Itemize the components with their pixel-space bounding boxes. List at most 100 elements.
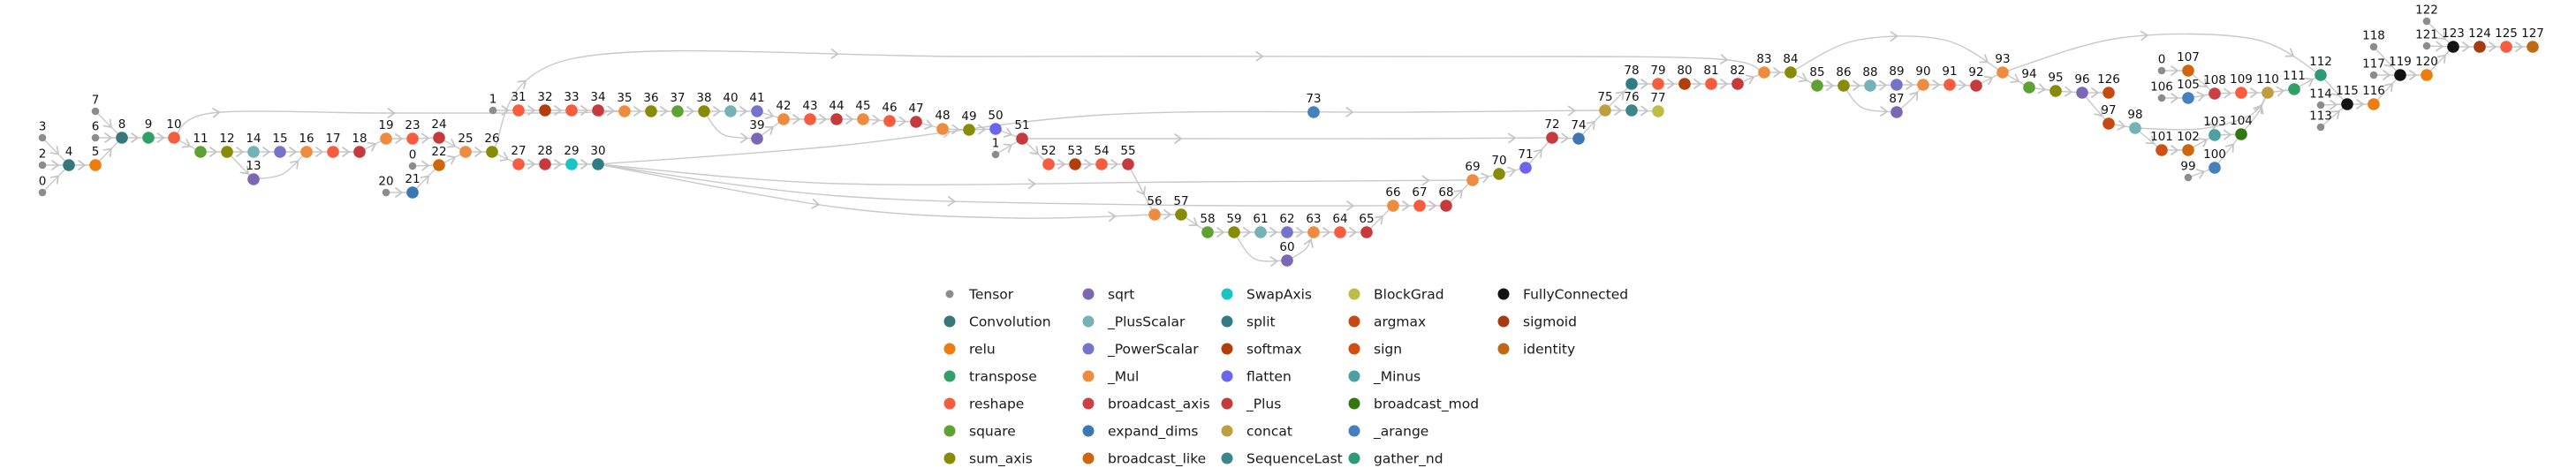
edge-arrowhead [1508, 132, 1516, 144]
edge-arrowhead [102, 147, 112, 157]
edge-arrowhead [871, 114, 880, 125]
node-label: 40 [723, 91, 738, 105]
graph-node-95 [2049, 85, 2062, 97]
legend-swatch-split [1221, 315, 1233, 328]
edge-arrowhead [1349, 227, 1357, 238]
graph-node-76 [1625, 104, 1638, 117]
graph-node-2 [38, 161, 47, 170]
graph-node-91 [1943, 79, 1956, 91]
edge-arrowhead [1798, 72, 1807, 83]
node-label: 34 [590, 90, 605, 104]
node-label: 82 [1730, 64, 1745, 78]
legend-item-sigmoid: sigmoid [1523, 314, 1577, 330]
legend-swatch-_Plus [1221, 397, 1233, 410]
node-label: 48 [935, 109, 950, 123]
edge-arrowhead [1905, 79, 1913, 90]
graph-node-90 [1917, 79, 1929, 91]
edge-arrowhead [2140, 30, 2148, 42]
graph-node-19 [380, 132, 392, 145]
graph-node-38 [698, 105, 710, 117]
node-label: 35 [617, 91, 632, 105]
graph-node-25 [459, 146, 472, 158]
node-label: 0 [409, 148, 417, 162]
edge-arrowhead [713, 106, 721, 117]
edge-arrowhead [2254, 105, 2264, 115]
legend-swatch-_Minus [1348, 370, 1360, 382]
graph-node-117 [2369, 71, 2378, 79]
edge-arrowhead [1027, 178, 1036, 190]
graph-node-73 [1307, 106, 1320, 118]
graph-node-1 [489, 106, 497, 115]
node-label: 118 [2362, 29, 2385, 43]
graph-node-17 [327, 146, 339, 158]
edge-arrowhead [1773, 67, 1781, 78]
edge-arrowhead [1826, 80, 1834, 91]
graph-edge [2373, 74, 2401, 105]
node-label: 39 [749, 118, 764, 132]
node-label: 36 [643, 91, 658, 105]
node-label: 66 [1385, 185, 1400, 200]
node-label: 22 [431, 145, 446, 159]
graph-node-0b [408, 162, 417, 170]
edge-arrowhead [2409, 70, 2417, 80]
legend-swatch-BlockGrad [1348, 288, 1360, 300]
graph-node-124 [2474, 41, 2486, 53]
node-label: 0 [2158, 53, 2166, 67]
node-label: 31 [511, 90, 526, 104]
node-label: 19 [378, 118, 393, 132]
node-label: 68 [1438, 185, 1453, 200]
node-label: 54 [1094, 144, 1109, 158]
node-label: 69 [1465, 160, 1480, 174]
node-label: 88 [1862, 65, 1877, 79]
legend-swatch-gather_nd [1348, 452, 1360, 464]
node-label: 71 [1518, 147, 1533, 162]
graph-node-27 [512, 158, 525, 170]
graph-node-13 [247, 173, 260, 185]
edge-arrowhead [1322, 227, 1330, 238]
graph-node-37 [671, 105, 684, 117]
edge-arrowhead [1720, 79, 1728, 89]
node-label: 91 [1942, 64, 1957, 79]
node-label: 64 [1332, 212, 1347, 226]
node-label: 45 [855, 99, 870, 113]
graph-node-15 [274, 146, 286, 158]
graph-edge [95, 137, 123, 166]
node-label: 27 [511, 144, 526, 158]
node-label: 79 [1650, 64, 1665, 78]
graph-node-23 [406, 132, 419, 145]
graph-edge [1366, 205, 1394, 233]
graph-node-92 [1970, 79, 1982, 92]
legend-swatch-softmax [1221, 343, 1233, 355]
edge-arrowhead [660, 106, 668, 117]
edge-arrowhead [2489, 42, 2496, 52]
node-label: 24 [431, 117, 446, 132]
edge-arrowhead [527, 105, 535, 116]
edge-arrowhead [686, 106, 694, 117]
node-label: 21 [405, 172, 420, 186]
edge-arrowhead [1269, 256, 1278, 267]
node-label: 119 [2389, 55, 2412, 69]
legend-item-SequenceLast: SequenceLast [1246, 451, 1343, 467]
graph-node-77 [1652, 105, 1664, 117]
node-label: 28 [537, 144, 552, 158]
edge-arrowhead [1909, 91, 1919, 102]
node-label: 42 [776, 99, 791, 113]
graph-edge [597, 163, 1474, 185]
graph-node-26 [486, 146, 498, 158]
node-label: 29 [564, 144, 579, 158]
node-label: 32 [537, 90, 552, 104]
graph-edge [1843, 85, 1898, 113]
graph-node-28 [539, 158, 551, 170]
edge-arrowhead [1560, 132, 1569, 144]
graph-edge [1604, 83, 1633, 111]
edge-arrowhead [239, 165, 249, 175]
legend-item-_PlusScalar: _PlusScalar [1107, 314, 1186, 331]
edge-arrowhead [2196, 91, 2205, 102]
edge-arrowhead [2330, 109, 2340, 120]
graph-edge [2214, 133, 2242, 169]
edge-arrowhead [2356, 99, 2364, 109]
graph-edge [1790, 35, 2004, 73]
node-label: 116 [2362, 84, 2385, 98]
node-label: 76 [1624, 90, 1639, 104]
